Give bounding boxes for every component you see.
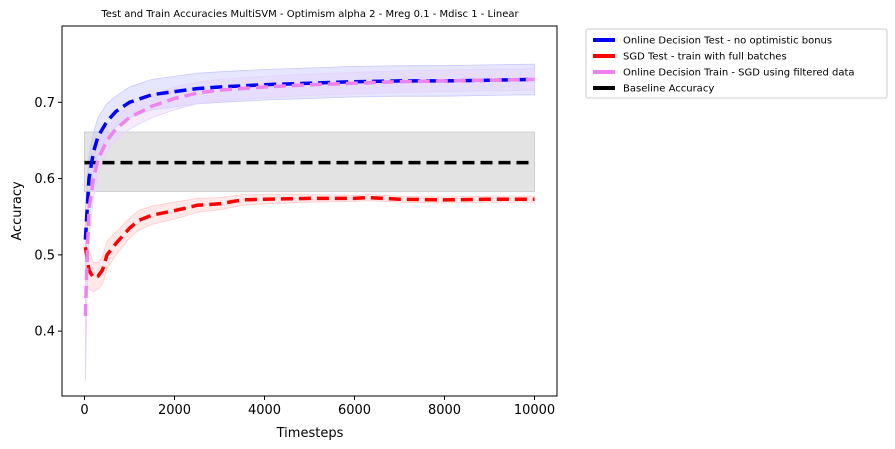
line-series-1 — [83, 195, 535, 280]
x-tick-label: 6000 — [338, 403, 371, 418]
legend-entry-3: Baseline Accuracy — [623, 84, 714, 95]
legend-entry-1: SGD Test - train with full batches — [623, 52, 787, 63]
legend-entry-2: Online Decision Train - SGD using filter… — [623, 68, 855, 79]
band-series-1 — [85, 194, 535, 292]
confidence-bands — [84, 63, 535, 381]
line-series-0 — [83, 77, 535, 240]
band-series-0 — [85, 63, 535, 271]
y-tick-label: 0.6 — [34, 172, 55, 187]
plot-frame — [61, 25, 558, 397]
y-tick-label: 0.5 — [34, 248, 55, 263]
series-lines — [83, 77, 535, 316]
x-tick-label: 8000 — [428, 403, 461, 418]
x-tick-label: 10000 — [514, 403, 555, 418]
x-tick-label: 0 — [80, 403, 88, 418]
y-tick-label: 0.7 — [34, 96, 55, 111]
x-tick-label: 2000 — [158, 403, 191, 418]
chart-title: Test and Train Accuracies MultiSVM - Opt… — [100, 9, 519, 20]
y-axis-ticks: 0.4 0.5 0.6 0.7 — [34, 96, 62, 340]
legend: Online Decision Test - no optimistic bon… — [585, 28, 888, 99]
x-axis-label: Timesteps — [276, 426, 344, 441]
y-axis-label: Accuracy — [10, 181, 25, 241]
band-series-2 — [85, 68, 535, 381]
legend-entry-0: Online Decision Test - no optimistic bon… — [623, 36, 832, 47]
legend-frame — [585, 28, 888, 99]
x-tick-label: 4000 — [248, 403, 281, 418]
y-tick-label: 0.4 — [34, 325, 55, 340]
line-series-2 — [83, 77, 535, 316]
x-axis-ticks: 0 2000 4000 6000 8000 10000 — [80, 396, 555, 418]
